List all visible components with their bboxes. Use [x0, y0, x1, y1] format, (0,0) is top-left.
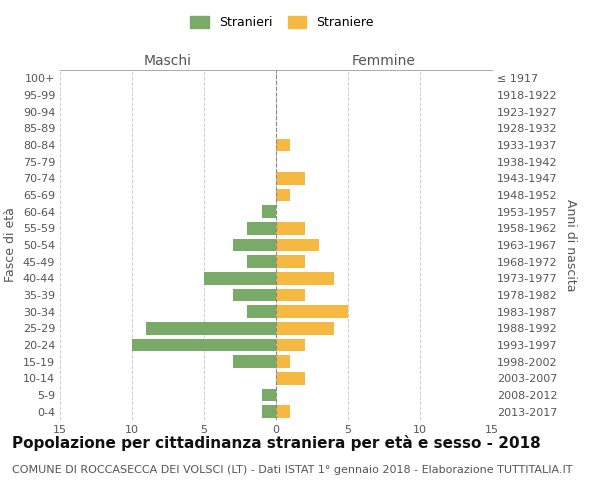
Bar [146, 322, 276, 334]
Text: COMUNE DI ROCCASECCA DEI VOLSCI (LT) - Dati ISTAT 1° gennaio 2018 - Elaborazione: COMUNE DI ROCCASECCA DEI VOLSCI (LT) - D… [12, 465, 572, 475]
Bar [233, 356, 276, 368]
Bar [247, 256, 276, 268]
Bar [276, 356, 290, 368]
Bar [276, 172, 305, 184]
Bar [276, 272, 334, 284]
Text: Maschi: Maschi [144, 54, 192, 68]
Bar [204, 272, 276, 284]
Bar [247, 306, 276, 318]
Bar [276, 406, 290, 418]
Bar [132, 339, 276, 351]
Bar [276, 256, 305, 268]
Bar [276, 222, 305, 234]
Bar [276, 188, 290, 201]
Bar [247, 222, 276, 234]
Text: Femmine: Femmine [352, 54, 416, 68]
Bar [276, 138, 290, 151]
Bar [276, 239, 319, 251]
Bar [276, 372, 305, 384]
Bar [276, 289, 305, 301]
Bar [276, 306, 348, 318]
Bar [262, 406, 276, 418]
Bar [276, 339, 305, 351]
Bar [233, 239, 276, 251]
Bar [276, 322, 334, 334]
Y-axis label: Anni di nascita: Anni di nascita [564, 198, 577, 291]
Legend: Stranieri, Straniere: Stranieri, Straniere [185, 11, 379, 34]
Text: Popolazione per cittadinanza straniera per età e sesso - 2018: Popolazione per cittadinanza straniera p… [12, 435, 541, 451]
Y-axis label: Fasce di età: Fasce di età [4, 208, 17, 282]
Bar [262, 389, 276, 401]
Bar [262, 206, 276, 218]
Bar [233, 289, 276, 301]
